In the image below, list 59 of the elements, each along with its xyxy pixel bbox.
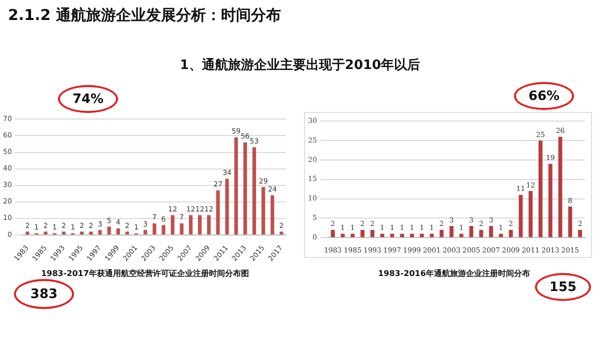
- bar: [518, 194, 523, 238]
- bar: [216, 190, 220, 234]
- bar: [528, 191, 533, 238]
- bar: [162, 225, 166, 234]
- bar: [152, 223, 156, 234]
- bar: [44, 232, 48, 234]
- bar: [410, 234, 414, 238]
- bar: [469, 226, 474, 238]
- text: 1、通航旅游企业主要出现于2010年以后: [178, 56, 422, 74]
- bar: [89, 232, 93, 234]
- bar: [252, 147, 256, 234]
- bar: [280, 232, 284, 234]
- bar: [498, 234, 503, 238]
- bar: [125, 232, 130, 234]
- bar: [380, 234, 384, 238]
- bar: [198, 215, 202, 234]
- bar: [225, 178, 229, 234]
- bar: [180, 223, 184, 234]
- bar: [98, 230, 102, 234]
- bar: [420, 234, 424, 238]
- bar: [370, 230, 374, 238]
- bar: [234, 137, 238, 234]
- text: 2.1.2 通航旅游企业发展分析：时间分布: [8, 6, 281, 25]
- bar: [207, 215, 211, 234]
- ellipse-outline: 383: [14, 279, 74, 309]
- bar: [578, 230, 582, 238]
- bar: [62, 232, 66, 234]
- ellipse-outline: 74%: [58, 85, 118, 113]
- bar: [243, 142, 247, 234]
- bar: [538, 140, 542, 238]
- bar: [116, 228, 120, 234]
- bar: [144, 230, 148, 234]
- bar: [262, 187, 266, 234]
- bar: [568, 206, 572, 238]
- text: 1983-2017年获通用航空经营许可证企业注册时间分布图: [40, 268, 250, 279]
- bar: [350, 234, 355, 238]
- bar: [400, 234, 404, 238]
- ellipse-outline: 66%: [514, 82, 574, 110]
- bar: [450, 226, 454, 238]
- bar: [330, 230, 335, 238]
- bar: [479, 230, 484, 238]
- bar: [170, 215, 174, 234]
- bar: [80, 232, 84, 234]
- bar: [360, 230, 364, 238]
- bar: [548, 164, 552, 238]
- bar: [489, 226, 494, 238]
- bar: [430, 234, 434, 238]
- bar: [508, 230, 513, 238]
- bar: [340, 234, 345, 238]
- text: 1983-2016年通航旅游企业注册时间分布: [377, 268, 531, 279]
- bar: [558, 136, 562, 238]
- ellipse-outline: 155: [535, 273, 591, 301]
- bar: [390, 234, 394, 238]
- bar: [459, 234, 464, 238]
- bar: [188, 215, 193, 234]
- bar: [26, 232, 30, 234]
- bar: [440, 230, 444, 238]
- bar: [270, 195, 274, 234]
- bar: [107, 226, 111, 234]
